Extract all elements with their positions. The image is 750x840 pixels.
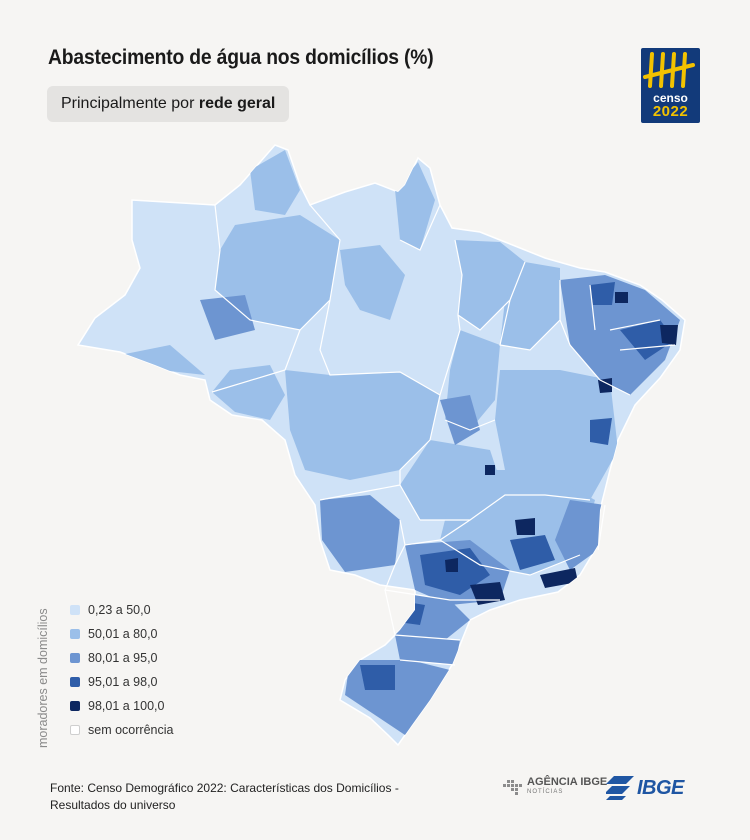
map-area-rio-de-janeiro: [540, 568, 578, 588]
subtitle-emphasis: rede geral: [198, 95, 276, 112]
map-area-northeast-coast: [560, 275, 680, 395]
subtitle-prefix: Principalmente por: [61, 95, 199, 112]
legend: 0,23 a 50,0 50,01 a 80,0 80,01 a 95,0 95…: [70, 598, 173, 742]
map-area-minas-south: [510, 535, 555, 570]
legend-item: 0,23 a 50,0: [70, 598, 173, 622]
legend-swatch: [70, 605, 80, 615]
map-area-bahia-coast: [590, 418, 612, 445]
legend-swatch: [70, 629, 80, 639]
agencia-subtext: NOTÍCIAS: [527, 788, 564, 795]
map-area-piaui: [500, 262, 560, 350]
map-area-belo-horizonte: [515, 518, 535, 535]
class-98-100-areas: [445, 292, 678, 605]
subtitle-pill: Principalmente por rede geral: [47, 86, 290, 122]
legend-label: sem ocorrência: [88, 723, 174, 737]
map-title: Abastecimento de água nos domicílios (%): [48, 46, 434, 69]
map-area-roraima: [250, 150, 300, 215]
legend-label: 0,23 a 50,0: [88, 603, 151, 617]
map-area-sp-north: [445, 558, 458, 572]
map-area-fortaleza: [615, 292, 628, 303]
map-area-brasilia: [485, 465, 495, 475]
legend-swatch: [70, 653, 80, 663]
censo-year: 2022: [652, 103, 689, 120]
state-borders: [211, 204, 676, 666]
censo-2022-logo: censo 2022: [641, 48, 700, 123]
legend-swatch: [70, 677, 80, 687]
legend-axis-label: moradores em domicílios: [36, 608, 50, 748]
ibge-logo: IBGE: [606, 776, 684, 800]
map-area-maranhao: [455, 240, 525, 330]
map-area-acre-strip: [120, 345, 205, 375]
map-area-rio-grande-sul: [345, 660, 450, 735]
legend-label: 80,01 a 95,0: [88, 651, 158, 665]
source-note: Fonte: Censo Demográfico 2022: Caracterí…: [50, 781, 399, 812]
legend-item: 80,01 a 95,0: [70, 646, 173, 670]
legend-label: 95,01 a 98,0: [88, 675, 158, 689]
tally-marks-icon: [643, 52, 695, 88]
legend-swatch: [70, 725, 80, 735]
map-area-espirito-santo: [555, 500, 605, 570]
map-area-bahia: [495, 370, 618, 500]
agencia-text: AGÊNCIA IBGE: [527, 775, 608, 788]
map-area-rs-west: [360, 665, 395, 690]
ibge-text: IBGE: [637, 776, 684, 799]
legend-item: sem ocorrência: [70, 718, 173, 742]
censo-word: censo: [653, 91, 688, 105]
map-area-recife: [660, 325, 678, 345]
legend-item: 98,01 a 100,0: [70, 694, 173, 718]
legend-label: 98,01 a 100,0: [88, 699, 165, 713]
ibge-mark-icon: [606, 776, 634, 800]
map-area-mato-grosso: [285, 370, 440, 480]
agencia-grid-icon: [503, 780, 522, 795]
legend-swatch: [70, 701, 80, 711]
map-area-goias-east: [440, 395, 480, 445]
map-area-santa-catarina: [395, 635, 460, 665]
map-area-rondonia: [212, 365, 285, 420]
legend-item: 95,01 a 98,0: [70, 670, 173, 694]
map-area-ceara: [590, 282, 615, 305]
agencia-ibge-logo: AGÊNCIA IBGE NOTÍCIAS: [503, 776, 607, 796]
map-area-amazonas-west: [200, 295, 255, 340]
map-area-mato-grosso-sul: [320, 495, 400, 572]
legend-label: 50,01 a 80,0: [88, 627, 158, 641]
legend-item: 50,01 a 80,0: [70, 622, 173, 646]
map-area-para-spots: [340, 245, 405, 320]
map-area-sao-paulo-metro: [470, 582, 505, 605]
map-area-salvador: [598, 378, 612, 393]
